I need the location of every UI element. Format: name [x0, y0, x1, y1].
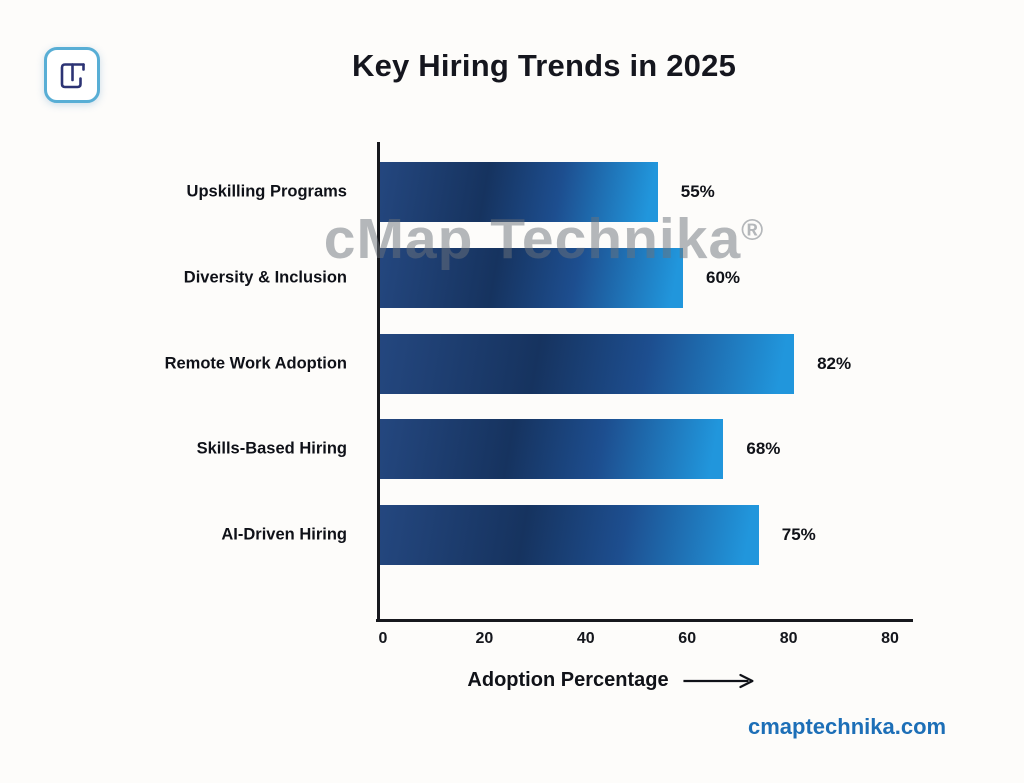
- bar-ai-driven-hiring: [380, 505, 759, 565]
- x-tick-4: 80: [779, 630, 798, 647]
- x-axis-line: [376, 619, 913, 622]
- y-axis-line: [377, 142, 380, 622]
- category-label-upskilling-programs: Upskilling Programs: [186, 182, 347, 201]
- x-tick-3: 60: [678, 630, 697, 647]
- x-tick-2: 40: [576, 630, 595, 647]
- value-label-skills-based-hiring: 68%: [746, 439, 781, 459]
- logo-t-glyph-icon: [60, 63, 85, 89]
- category-label-remote-work-adoption: Remote Work Adoption: [164, 354, 347, 372]
- category-label-skills-based-hiring: Skills-Based Hiring: [196, 439, 347, 458]
- value-label-remote-work-adoption: 82%: [817, 353, 852, 373]
- category-label-diversity-inclusion: Diversity & Inclusion: [183, 268, 347, 287]
- category-label-ai-driven-hiring: AI-Driven Hiring: [221, 525, 347, 544]
- x-axis-caption: Adoption Percentage: [467, 669, 756, 692]
- x-tick-1: 20: [475, 630, 494, 647]
- registered-trademark-icon: ®: [741, 214, 765, 247]
- chart-title: Key Hiring Trends in 2025: [351, 48, 737, 83]
- bar-diversity-inclusion: [380, 247, 683, 308]
- value-label-diversity-inclusion: 60%: [706, 267, 741, 287]
- value-label-upskilling-programs: 55%: [680, 182, 715, 201]
- website-link[interactable]: cmaptechnika.com: [748, 714, 947, 739]
- bar-remote-work-adoption: [380, 333, 795, 394]
- x-axis-label: Adoption Percentage: [467, 669, 669, 691]
- cmap-technika-logo: [44, 47, 100, 103]
- x-tick-5: 80: [881, 630, 899, 647]
- bar-skills-based-hiring: [380, 419, 724, 480]
- right-arrow-icon: [683, 673, 754, 688]
- x-tick-0: 0: [378, 630, 388, 647]
- bar-upskilling-programs: [380, 162, 658, 222]
- value-label-ai-driven-hiring: 75%: [781, 525, 816, 544]
